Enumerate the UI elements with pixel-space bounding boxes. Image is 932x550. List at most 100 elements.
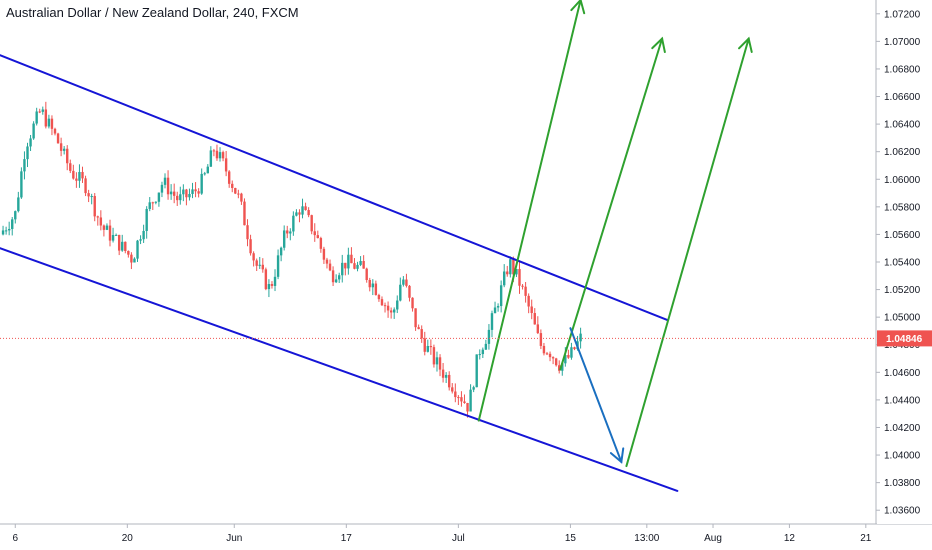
current-price-badge: 1.04846	[877, 330, 932, 347]
candle-body	[105, 225, 109, 230]
candle-body	[151, 202, 154, 204]
x-tick-label: 12	[784, 533, 796, 544]
candle-body	[215, 150, 219, 159]
candle-body	[258, 264, 261, 266]
candle-body	[545, 353, 549, 355]
plot-background	[0, 0, 876, 524]
candle-body	[435, 357, 439, 365]
candle-body	[142, 230, 145, 240]
candle-body	[231, 183, 234, 188]
candle-body	[536, 324, 540, 334]
candle-body	[521, 285, 524, 287]
candle-body	[121, 241, 124, 251]
projection-green-1[interactable]	[477, 0, 582, 422]
candle-body	[396, 300, 399, 310]
candle-body	[362, 261, 365, 269]
candle-body	[90, 196, 93, 198]
projection-green-2-arrowhead	[651, 36, 666, 54]
candle-body	[368, 280, 371, 288]
candle-body	[218, 152, 222, 159]
candle-body	[209, 150, 213, 167]
candle-body	[200, 173, 203, 194]
candle-body	[38, 111, 41, 113]
candle-body	[44, 109, 48, 127]
candle-body	[179, 194, 182, 201]
candle-body	[432, 347, 436, 365]
candle-body	[289, 231, 292, 234]
candle-body	[454, 391, 457, 398]
candle-body	[365, 268, 368, 281]
candle-body	[402, 279, 405, 285]
projection-blue[interactable]	[569, 327, 623, 463]
x-tick-label: 6	[12, 533, 18, 544]
candle-body	[237, 193, 240, 195]
y-tick-label: 1.05400	[884, 258, 921, 269]
candle-body	[451, 387, 454, 392]
candle-body	[301, 206, 304, 215]
candle-body	[252, 253, 255, 261]
candle-body	[374, 283, 378, 295]
candle-body	[47, 118, 51, 127]
y-tick-label: 1.06800	[884, 64, 921, 75]
candle-body	[460, 397, 463, 402]
candle-body	[411, 297, 414, 309]
y-tick-label: 1.06200	[884, 147, 921, 158]
candle-body	[166, 177, 170, 195]
candle-body	[417, 327, 420, 330]
candle-body	[182, 189, 185, 195]
candle-body	[78, 171, 81, 181]
candle-body	[554, 358, 558, 366]
x-tick-label: Jul	[452, 533, 465, 544]
candle-body	[145, 208, 148, 231]
channel-upper[interactable]	[0, 54, 669, 321]
candle-body	[567, 354, 570, 358]
candle-body	[267, 284, 271, 290]
y-tick-label: 1.06400	[884, 120, 921, 131]
candle-body	[515, 269, 518, 275]
projection-green-3[interactable]	[625, 37, 750, 468]
candle-body	[426, 346, 430, 352]
y-axis-panel	[877, 0, 932, 524]
x-tick-label: Aug	[704, 533, 722, 544]
candle-body	[227, 171, 231, 184]
candle-body	[380, 299, 384, 306]
candle-body	[26, 146, 29, 160]
candle-body	[32, 123, 35, 139]
candle-body	[148, 202, 151, 209]
candle-body	[334, 279, 338, 283]
candle-body	[383, 305, 387, 307]
candle-body	[234, 187, 237, 194]
candle-body	[14, 211, 17, 220]
candle-body	[469, 389, 472, 412]
x-tick-label: 13:00	[634, 533, 659, 544]
candle-body	[172, 191, 176, 196]
candle-body	[185, 189, 188, 198]
candle-body	[136, 240, 139, 259]
candle-body	[246, 225, 249, 240]
candle-body	[331, 270, 335, 283]
candle-body	[243, 201, 246, 226]
candle-body	[558, 365, 561, 371]
candle-body	[457, 397, 460, 399]
candle-body	[310, 215, 313, 232]
candle-body	[127, 250, 130, 255]
candle-body	[29, 138, 32, 147]
candle-body	[56, 133, 60, 144]
candle-body	[117, 234, 121, 251]
candle-body	[298, 212, 301, 215]
candle-body	[66, 148, 69, 164]
candle-body	[17, 197, 20, 212]
candle-body	[206, 166, 209, 174]
candle-body	[570, 347, 573, 358]
y-tick-label: 1.06000	[884, 175, 921, 186]
candle-body	[264, 269, 268, 290]
channel-lower[interactable]	[0, 247, 679, 492]
projection-green-2[interactable]	[559, 37, 664, 371]
candle-body	[20, 171, 23, 198]
candle-body	[524, 286, 527, 296]
candle-body	[203, 173, 206, 175]
candle-body	[176, 195, 179, 201]
candle-body	[322, 248, 326, 260]
candle-body	[484, 343, 488, 350]
